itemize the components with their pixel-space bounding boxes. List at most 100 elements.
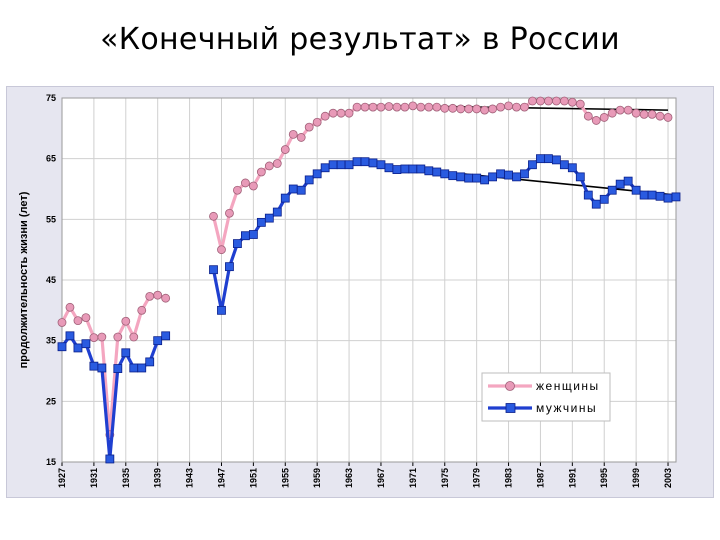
point-men — [384, 163, 394, 173]
point-men — [312, 169, 322, 179]
point-women — [416, 102, 426, 112]
point-women — [408, 101, 418, 111]
point-men — [440, 169, 450, 179]
point-men — [536, 154, 545, 164]
y-tick-label: 55 — [46, 214, 56, 224]
point-women — [544, 96, 553, 106]
point-women — [591, 116, 601, 125]
point-women — [432, 102, 442, 112]
legend-marker-men — [505, 403, 516, 413]
point-men — [264, 213, 274, 223]
point-men — [392, 165, 402, 174]
point-men — [512, 172, 521, 182]
point-women — [480, 105, 490, 115]
point-men — [272, 207, 282, 217]
point-men — [567, 163, 577, 173]
y-tick-label: 15 — [46, 457, 56, 467]
point-women — [440, 103, 450, 113]
point-women — [233, 185, 242, 195]
point-men — [280, 193, 290, 203]
point-women — [153, 290, 163, 300]
point-men — [528, 160, 537, 170]
point-men — [639, 190, 649, 200]
x-tick-label: 1959 — [312, 468, 322, 488]
point-women — [599, 113, 609, 122]
point-men — [496, 169, 505, 179]
point-women — [647, 109, 657, 119]
point-men — [448, 171, 458, 181]
point-men — [432, 167, 442, 177]
y-tick-label: 65 — [46, 154, 56, 164]
point-men — [352, 157, 362, 167]
point-men — [145, 357, 155, 367]
point-men — [57, 342, 67, 352]
point-women — [57, 318, 67, 327]
point-women — [615, 105, 625, 115]
point-women — [456, 104, 466, 114]
point-men — [225, 262, 234, 272]
point-women — [424, 102, 434, 112]
point-men — [105, 454, 115, 464]
point-men — [647, 190, 657, 200]
point-women — [368, 102, 378, 112]
point-men — [113, 364, 123, 373]
x-tick-label: 1979 — [472, 468, 482, 488]
point-men — [631, 185, 641, 195]
point-women — [448, 103, 458, 113]
x-tick-label: 1975 — [440, 468, 450, 488]
point-men — [344, 160, 354, 170]
y-tick-label: 75 — [46, 93, 56, 103]
point-women — [464, 104, 474, 114]
point-men — [464, 173, 474, 183]
x-tick-label: 1999 — [631, 468, 641, 488]
point-men — [328, 160, 338, 170]
point-women — [631, 108, 641, 118]
series-men — [57, 154, 681, 464]
point-women — [360, 102, 370, 112]
point-women — [296, 133, 306, 142]
point-women — [528, 96, 537, 106]
point-women — [264, 161, 274, 171]
point-women — [559, 96, 569, 106]
point-women — [520, 102, 529, 112]
point-women — [352, 102, 362, 112]
point-men — [599, 194, 609, 204]
point-men — [400, 164, 410, 174]
point-men — [81, 339, 91, 349]
point-women — [97, 332, 107, 342]
point-men — [655, 191, 665, 201]
point-men — [137, 363, 147, 373]
point-men — [73, 343, 83, 353]
point-men — [209, 265, 218, 275]
point-women — [320, 111, 330, 121]
y-axis-label: продолжительность жизни (лет) — [18, 191, 30, 368]
y-tick-label: 45 — [46, 275, 56, 285]
point-men — [544, 154, 553, 164]
point-men — [416, 164, 426, 174]
point-men — [129, 363, 139, 373]
x-tick-label: 2003 — [663, 468, 673, 488]
point-women — [129, 332, 139, 342]
point-men — [551, 155, 561, 165]
x-tick-label: 1931 — [89, 468, 99, 488]
point-women — [583, 111, 593, 121]
point-men — [607, 185, 617, 195]
point-women — [312, 117, 322, 127]
point-women — [280, 145, 290, 154]
point-men — [153, 336, 163, 346]
point-women — [161, 293, 171, 303]
point-women — [575, 99, 585, 109]
point-women — [81, 313, 91, 323]
point-men — [248, 230, 258, 239]
slide-title: «Конечный результат» в России — [100, 22, 620, 57]
x-tick-label: 1991 — [567, 468, 577, 488]
point-men — [504, 170, 513, 180]
point-women — [551, 96, 561, 106]
axes: 15 25 35 45 55 65 75 1927 1931 1935 1939 1943 1947 19… — [46, 93, 677, 488]
point-men — [559, 160, 569, 170]
point-women — [272, 159, 282, 168]
point-women — [336, 108, 346, 118]
point-women — [512, 102, 521, 112]
point-women — [89, 333, 99, 343]
